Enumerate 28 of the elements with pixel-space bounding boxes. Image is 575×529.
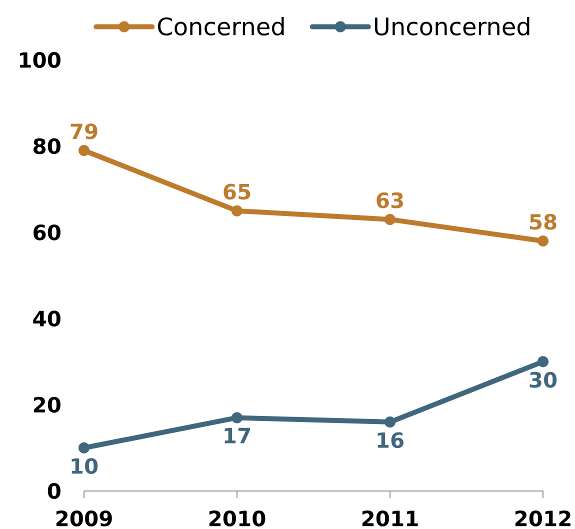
y-tick-label: 40	[33, 310, 60, 327]
y-tick-label: 20	[34, 396, 60, 413]
y-tick-label: 0	[48, 483, 60, 499]
point	[78, 442, 90, 454]
data-label: 30	[530, 372, 557, 388]
point	[231, 412, 243, 424]
x-tick-label: 2012	[515, 510, 570, 526]
point	[231, 205, 243, 216]
data-label: 17	[224, 428, 250, 444]
x-tick-label: 2009	[56, 510, 112, 526]
point	[384, 416, 396, 428]
point	[537, 235, 549, 247]
point	[537, 356, 549, 368]
data-label: 10	[72, 458, 98, 474]
legend-label: Unconcerned	[374, 16, 530, 36]
y-tick-label: 60	[34, 224, 60, 240]
data-label: 58	[530, 214, 556, 230]
point	[78, 144, 90, 156]
legend-label: Concerned	[158, 16, 284, 36]
x-tick-label: 2010	[209, 510, 266, 526]
point	[384, 214, 396, 226]
data-label: 65	[224, 184, 250, 200]
y-tick-label: 80	[34, 138, 60, 154]
x-tick-label: 2011	[362, 510, 418, 526]
data-label: 16	[378, 432, 404, 448]
y-tick-label: 100	[20, 52, 60, 68]
data-label: 79	[70, 123, 98, 140]
data-label: 63	[376, 192, 403, 208]
